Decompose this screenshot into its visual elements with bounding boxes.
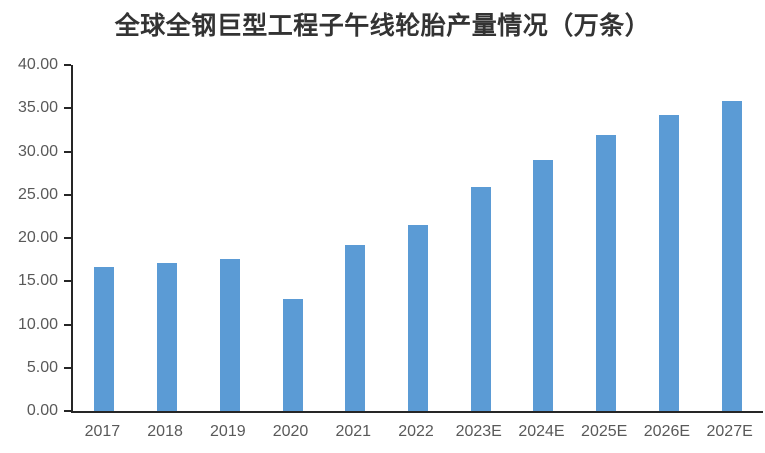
x-tick-label-2024E: 2024E	[518, 423, 565, 440]
y-axis-tick	[64, 193, 71, 196]
bar-2017	[94, 266, 115, 411]
y-tick-label: 35.00	[17, 99, 58, 117]
y-axis-tick	[64, 107, 71, 110]
bar-2022	[408, 225, 428, 411]
y-tick-label: 0.00	[26, 402, 58, 419]
x-tick-label-2020: 2020	[272, 423, 309, 440]
x-tick-label-2021: 2021	[335, 423, 372, 440]
bar-2021	[345, 244, 366, 411]
y-tick-label: 5.00	[26, 358, 58, 376]
y-tick-label: 10.00	[17, 315, 58, 333]
y-axis-tick	[64, 280, 71, 283]
x-tick-label-2026E: 2026E	[643, 423, 691, 440]
y-tick-label: 15.00	[17, 272, 58, 290]
x-tick-label-2022: 2022	[398, 423, 434, 440]
x-tick-label-2023E: 2023E	[455, 423, 502, 440]
bar-2023E	[470, 186, 491, 411]
x-tick-label-2025E: 2025E	[581, 423, 628, 440]
bar-2019	[219, 258, 240, 411]
y-tick-label: 30.00	[17, 142, 58, 160]
bar-2026E	[658, 115, 679, 411]
bar-2025E	[596, 135, 617, 411]
y-tick-label: 40.00	[17, 56, 58, 73]
y-tick-label: 25.00	[17, 185, 58, 203]
x-tick-label-2027E: 2027E	[706, 423, 753, 440]
y-axis-tick	[64, 410, 71, 412]
y-axis-tick	[64, 323, 71, 326]
x-tick-label-2019: 2019	[210, 423, 246, 440]
bar-2018	[157, 263, 178, 411]
y-axis-tick	[64, 150, 71, 153]
y-axis-tick	[64, 366, 71, 369]
x-tick-label-2017: 2017	[84, 423, 121, 440]
y-tick-label: 20.00	[17, 229, 58, 246]
bar-2027E	[721, 101, 742, 411]
x-tick-label-2018: 2018	[147, 423, 183, 440]
y-axis-tick	[64, 237, 71, 239]
bar-2020	[282, 298, 303, 411]
plot-area	[64, 64, 763, 413]
chart-title: 全球全钢巨型工程子午线轮胎产量情况（万条）	[114, 12, 651, 40]
bar-2024E	[533, 160, 554, 411]
y-axis-tick	[64, 64, 71, 66]
